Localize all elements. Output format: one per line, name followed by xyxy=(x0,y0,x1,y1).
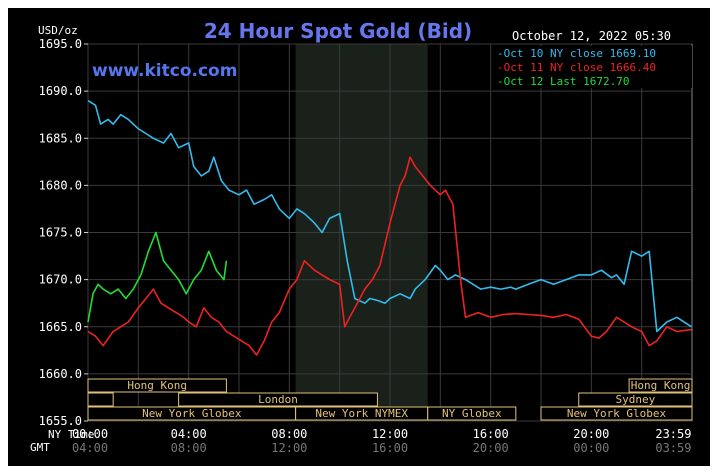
session-label: New York Globex xyxy=(567,407,667,420)
session-label: Sydney xyxy=(616,393,656,406)
session-box xyxy=(87,378,227,393)
gmt-label: GMT xyxy=(30,441,50,454)
x-tick-label-gmt: 16:00 xyxy=(372,441,408,455)
x-tick-label-ny: 23:59 xyxy=(655,427,691,441)
x-tick-label-gmt: 12:00 xyxy=(271,441,307,455)
x-tick-label-ny: 08:00 xyxy=(271,427,307,441)
grid xyxy=(87,43,692,422)
y-tick-label: 1655.0 xyxy=(39,414,82,428)
session-box xyxy=(178,392,378,407)
x-tick-label-gmt: 03:59 xyxy=(655,441,691,455)
session-label: Hong Kong xyxy=(631,379,691,392)
x-tick-label-ny: 04:00 xyxy=(171,427,207,441)
session-label: Hong Kong xyxy=(127,379,187,392)
y-tick-label: 1680.0 xyxy=(39,178,82,192)
y-tick-label: 1690.0 xyxy=(39,84,82,98)
legend-item: -Oct 11 NY close 1666.40 xyxy=(497,61,656,74)
ny-time-label: NY Time xyxy=(48,428,94,441)
series-line-2 xyxy=(87,231,228,323)
unit-label: USD/oz xyxy=(38,24,78,37)
market-sessions: Hong Kong London New York Globex New York N… xyxy=(87,378,693,421)
y-tick-label: 1685.0 xyxy=(39,131,82,145)
legend-item: -Oct 12 Last 1672.70 xyxy=(497,75,629,88)
x-tick-label-ny: 16:00 xyxy=(473,427,509,441)
y-tick-label: 1695.0 xyxy=(39,37,82,51)
legend-item-bg xyxy=(494,46,692,60)
y-tick-label: 1670.0 xyxy=(39,273,82,287)
session-box xyxy=(578,392,693,407)
series-lines xyxy=(87,99,692,356)
x-axis: NY TimeGMT00:0004:0004:0008:0008:0012:00… xyxy=(30,427,691,455)
y-tick-label: 1660.0 xyxy=(39,367,82,381)
session-label: New York Globex xyxy=(142,407,242,420)
x-tick-label-ny: 12:00 xyxy=(372,427,408,441)
watermark: www.kitco.com xyxy=(92,61,237,81)
x-tick-label-ny: 20:00 xyxy=(573,427,609,441)
x-tick-label-gmt: 20:00 xyxy=(473,441,509,455)
chart-title: 24 Hour Spot Gold (Bid) xyxy=(204,19,472,43)
y-axis: 1695.0 1690.0 1685.0 1680.0 1675.0 1670.0 1665… xyxy=(39,37,88,428)
x-tick-label-gmt: 08:00 xyxy=(171,441,207,455)
x-tick-label-ny: 00:00 xyxy=(72,427,108,441)
legend-item-bg xyxy=(494,60,692,74)
datetime: October 12, 2022 05:30 xyxy=(512,29,671,43)
series-line-0 xyxy=(87,99,692,333)
session-box xyxy=(540,406,693,421)
x-tick-label-gmt: 00:00 xyxy=(573,441,609,455)
legend-item: -Oct 10 NY close 1669.10 xyxy=(497,47,656,60)
x-tick-label-gmt: 04:00 xyxy=(72,441,108,455)
y-tick-label: 1675.0 xyxy=(39,226,82,240)
legend: -Oct 10 NY close 1669.10-Oct 11 NY close… xyxy=(494,46,692,88)
session-box xyxy=(87,392,114,407)
session-label: New York NYMEX xyxy=(315,407,408,420)
legend-item-bg xyxy=(494,74,692,88)
series-line-1 xyxy=(87,156,692,356)
session-label: London xyxy=(258,393,298,406)
y-tick-label: 1665.0 xyxy=(39,320,82,334)
session-box xyxy=(628,378,693,393)
session-label: NY Globex xyxy=(442,407,502,420)
session-box xyxy=(427,406,517,421)
